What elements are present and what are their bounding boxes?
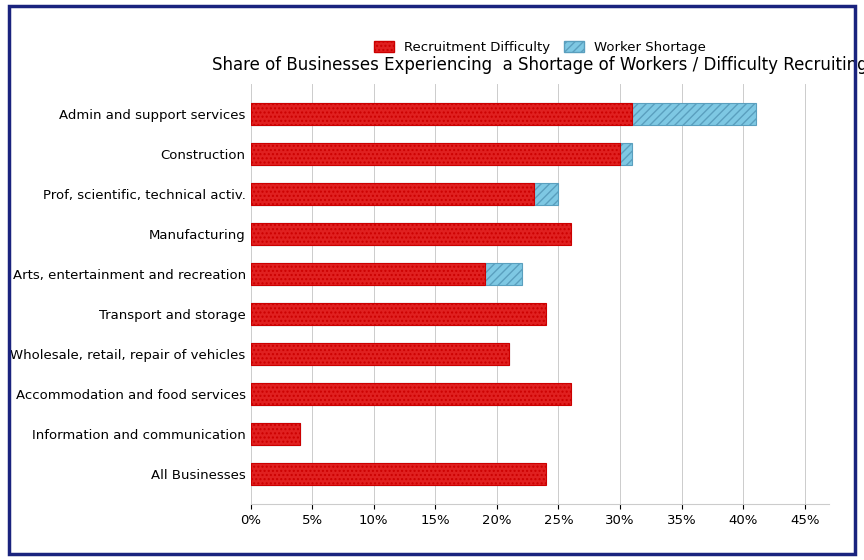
Bar [251, 263, 522, 285]
Bar [251, 103, 755, 125]
Bar [251, 383, 571, 405]
Bar [251, 143, 620, 165]
Bar [251, 343, 509, 365]
Legend: Recruitment Difficulty, Worker Shortage: Recruitment Difficulty, Worker Shortage [369, 36, 711, 59]
Bar [251, 343, 509, 365]
Bar [251, 423, 300, 445]
Bar [251, 423, 300, 445]
Bar [251, 463, 534, 485]
Bar [251, 103, 632, 125]
Bar [251, 263, 485, 285]
Bar [251, 143, 632, 165]
Title: Share of Businesses Experiencing  a Shortage of Workers / Difficulty Recruiting: Share of Businesses Experiencing a Short… [213, 56, 864, 74]
Bar [251, 223, 571, 245]
Bar [251, 383, 509, 405]
Bar [251, 183, 534, 205]
Bar [251, 303, 509, 325]
Bar [251, 463, 546, 485]
Bar [251, 223, 546, 245]
Bar [251, 183, 558, 205]
Bar [251, 303, 546, 325]
